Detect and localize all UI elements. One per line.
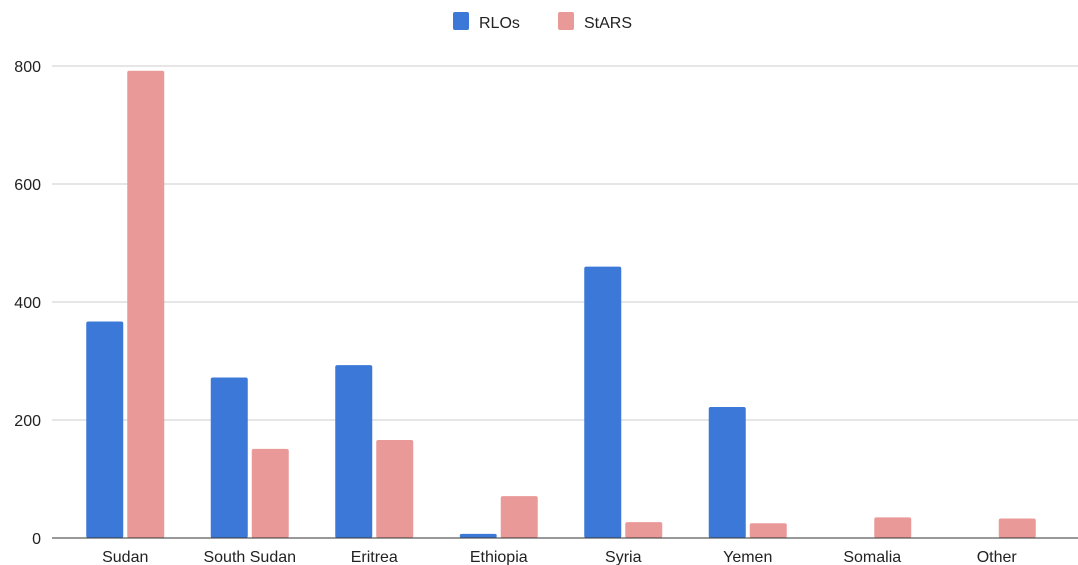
bar-stars-somalia: [874, 517, 912, 538]
x-tick-label: Yemen: [723, 549, 772, 565]
bars: [86, 70, 1036, 538]
x-tick-label: Other: [977, 549, 1018, 565]
legend: RLOs StARS: [453, 12, 632, 32]
legend-label-stars: StARS: [584, 15, 632, 32]
bar-stars-syria: [625, 522, 663, 538]
x-tick-label: Eritrea: [351, 549, 398, 565]
bar-stars-ethiopia: [500, 496, 538, 538]
x-tick-label: Somalia: [843, 549, 901, 565]
bar-rlos-eritrea: [335, 365, 373, 538]
bar-stars-sudan: [127, 70, 165, 538]
gridlines: [52, 65, 1078, 421]
bar-rlos-sudan: [86, 321, 124, 538]
y-tick-label: 200: [14, 413, 41, 430]
y-tick-label: 400: [14, 295, 41, 312]
bar-stars-other: [998, 518, 1036, 538]
bar-rlos-yemen: [708, 407, 746, 538]
y-tick-label: 800: [14, 59, 41, 76]
legend-label-rlos: RLOs: [479, 15, 520, 32]
legend-swatch-rlos: [453, 12, 469, 30]
legend-swatch-stars: [558, 12, 574, 30]
y-axis-ticks: 0 200 400 600 800: [14, 59, 41, 548]
bar-rlos-syria: [584, 266, 622, 538]
bar-stars-south-sudan: [251, 448, 289, 538]
x-tick-label: South Sudan: [203, 549, 296, 565]
bar-rlos-south-sudan: [210, 377, 248, 538]
y-tick-label: 0: [32, 531, 41, 548]
x-tick-label: Ethiopia: [470, 549, 528, 565]
bar-stars-yemen: [749, 523, 787, 538]
x-tick-label: Sudan: [102, 549, 148, 565]
y-tick-label: 600: [14, 177, 41, 194]
bar-stars-eritrea: [376, 440, 414, 538]
bar-rlos-ethiopia: [459, 533, 497, 538]
x-tick-label: Syria: [605, 549, 642, 565]
x-axis-ticks: Sudan South Sudan Eritrea Ethiopia Syria Yeme…: [102, 549, 1017, 565]
